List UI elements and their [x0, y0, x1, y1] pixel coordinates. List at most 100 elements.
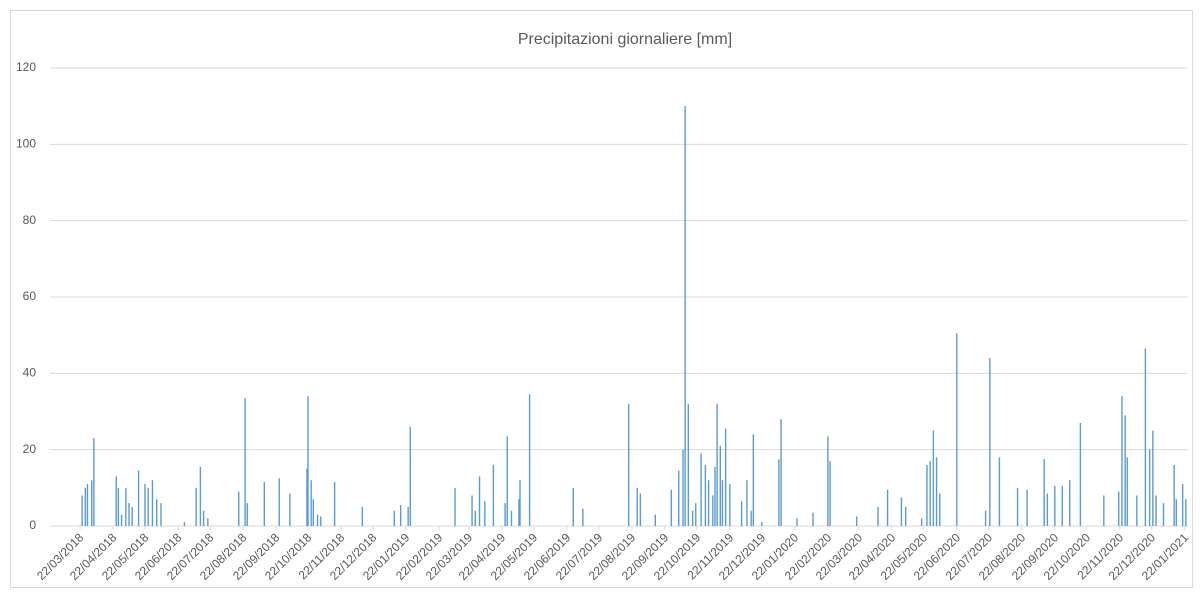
bar	[984, 510, 987, 526]
bar	[333, 482, 336, 526]
bar	[93, 438, 95, 526]
bar	[528, 394, 531, 526]
bar	[307, 396, 309, 526]
y-tick-label: 20	[23, 442, 37, 456]
bar	[1069, 480, 1071, 526]
bar	[306, 468, 308, 526]
bar	[199, 466, 202, 526]
bar	[695, 503, 697, 526]
bar	[399, 505, 402, 526]
bar	[1121, 396, 1123, 526]
bar	[886, 489, 889, 526]
bar	[120, 514, 123, 526]
bar	[131, 506, 133, 526]
bar	[407, 506, 409, 526]
bar	[144, 484, 146, 526]
bar	[1136, 495, 1138, 526]
bar	[117, 487, 120, 526]
bar	[780, 419, 782, 526]
bar	[1185, 499, 1187, 526]
bar	[510, 510, 513, 526]
bar	[827, 436, 829, 526]
bar	[1046, 493, 1049, 526]
bar	[796, 518, 798, 526]
bar	[320, 516, 322, 526]
bar	[752, 434, 755, 526]
bar	[682, 449, 684, 526]
bar	[636, 487, 638, 526]
bar	[202, 510, 205, 526]
bar	[478, 476, 481, 526]
bar	[761, 522, 763, 526]
bar	[712, 495, 714, 526]
bar	[989, 358, 991, 526]
bar	[471, 495, 473, 526]
bar	[724, 428, 727, 526]
bar	[238, 491, 240, 526]
bar	[1152, 430, 1154, 526]
bar	[84, 487, 87, 526]
bar	[714, 466, 716, 526]
bar	[707, 480, 710, 526]
bar	[1079, 422, 1082, 526]
bar	[572, 487, 574, 526]
bar	[900, 497, 903, 526]
bar	[721, 480, 724, 526]
bar	[920, 518, 923, 526]
bar	[1054, 485, 1056, 526]
bar	[1043, 459, 1045, 526]
bar	[361, 506, 364, 526]
bar	[719, 445, 721, 526]
bar	[1124, 415, 1126, 526]
bar	[691, 510, 694, 526]
bar	[639, 493, 642, 526]
bar	[454, 487, 456, 526]
bar	[156, 499, 158, 526]
bar	[289, 493, 291, 526]
y-tick-label: 40	[23, 366, 37, 380]
bar	[160, 503, 162, 526]
bar	[518, 499, 520, 526]
bar	[778, 459, 780, 526]
bar	[506, 436, 508, 526]
bar	[1144, 348, 1147, 526]
y-tick-label: 80	[23, 213, 37, 227]
bar	[582, 508, 584, 526]
bar	[1016, 487, 1019, 526]
bar	[484, 501, 486, 526]
bar	[1175, 499, 1177, 526]
bar	[729, 484, 731, 526]
bar	[246, 503, 248, 526]
bar	[812, 512, 814, 526]
bar	[183, 522, 186, 526]
bar	[700, 453, 702, 526]
bar	[147, 487, 149, 526]
bar	[125, 487, 127, 526]
chart-title: Precipitazioni giornaliere [mm]	[518, 31, 732, 48]
bar	[935, 457, 938, 526]
bar	[244, 398, 246, 526]
bar	[137, 470, 140, 526]
bar	[684, 106, 686, 527]
bar	[939, 493, 941, 526]
bar	[312, 499, 315, 526]
bar	[1126, 457, 1128, 526]
bar	[86, 484, 89, 526]
bar	[1103, 495, 1105, 526]
bar	[195, 487, 197, 526]
bar	[310, 480, 312, 526]
bar	[393, 510, 395, 526]
bar	[1162, 503, 1165, 526]
bar	[409, 426, 411, 526]
bar	[278, 478, 280, 526]
bar	[1061, 485, 1063, 526]
bar	[504, 503, 506, 526]
bar	[492, 464, 495, 526]
bar	[81, 495, 83, 526]
bar	[932, 430, 935, 526]
bar	[519, 480, 521, 526]
bar	[877, 506, 879, 526]
bar	[316, 514, 319, 526]
bar	[687, 403, 690, 526]
